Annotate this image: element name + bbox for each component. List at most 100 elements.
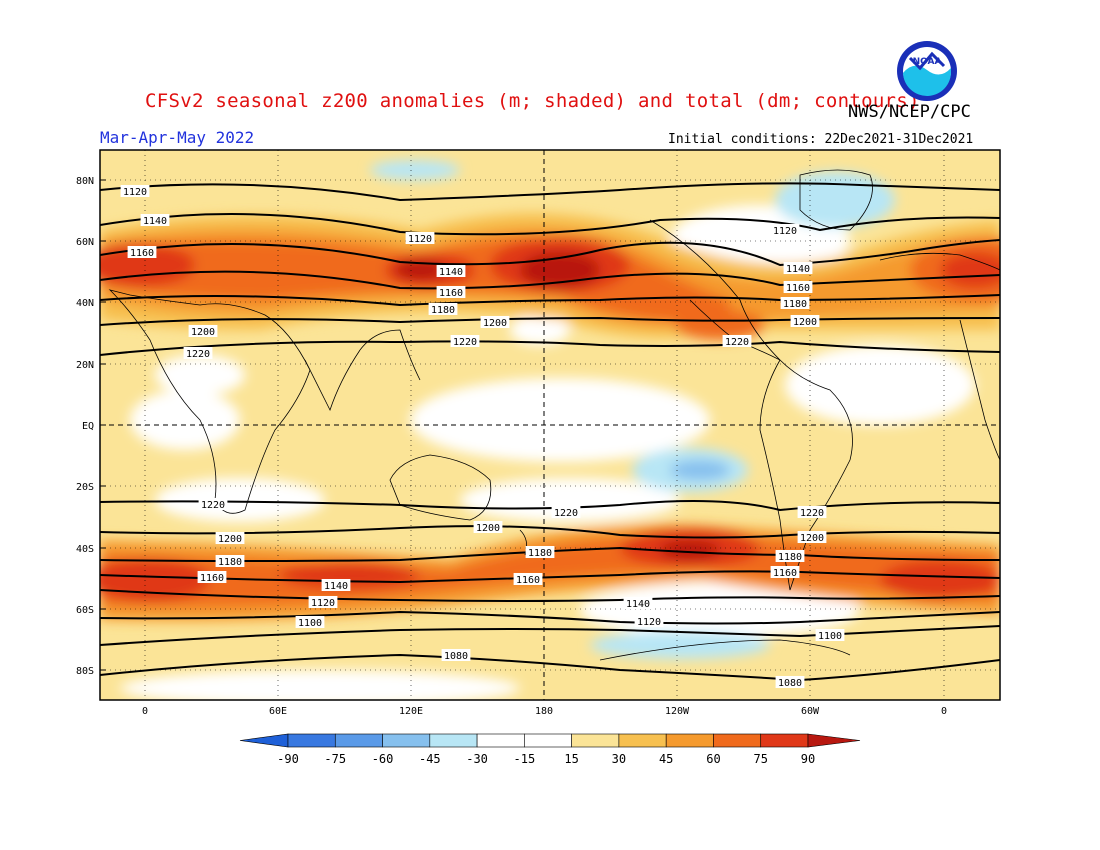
lat-label: 20N <box>76 360 94 371</box>
lat-label: 80S <box>76 666 94 677</box>
contour-label-bg <box>436 286 466 298</box>
contour-label-bg <box>436 265 466 277</box>
contour-label: 1080 <box>444 651 468 662</box>
contour-label: 1220 <box>725 337 749 348</box>
contour-label: 1180 <box>528 548 552 559</box>
contour-label: 1220 <box>201 500 225 511</box>
contour-label: 1160 <box>516 575 540 586</box>
contour-label-bg <box>473 521 503 533</box>
contour-label: 1120 <box>637 617 661 628</box>
contour-label-bg <box>480 316 510 328</box>
contour-label-bg <box>797 531 827 543</box>
contour-label-bg <box>441 649 471 661</box>
lon-label: 120W <box>665 706 690 717</box>
colorbar-cell <box>429 733 478 748</box>
contour-label: 1140 <box>324 581 348 592</box>
colorbar-tick-label: -90 <box>277 752 299 766</box>
grid-lines <box>100 150 1000 700</box>
colorbar-cell <box>713 733 762 748</box>
contour-label-bg <box>770 224 800 236</box>
contour-label-bg <box>127 246 157 258</box>
contour-label: 1180 <box>218 557 242 568</box>
colorbar-tick-label: 30 <box>612 752 626 766</box>
contour-label: 1140 <box>143 216 167 227</box>
contour-label-bg <box>183 347 213 359</box>
contour-label-bg <box>815 629 845 641</box>
lat-label: EQ <box>82 421 94 432</box>
colorbar-tick-label: 45 <box>659 752 673 766</box>
latitude-labels: 80N 60N 40N 20N EQ 20S 40S 60S 80S <box>76 176 106 677</box>
contour-label: 1120 <box>408 234 432 245</box>
contour-label: 1200 <box>793 317 817 328</box>
contour-label: 1140 <box>626 599 650 610</box>
lat-label: 60S <box>76 605 94 616</box>
colorbar-cell <box>760 733 809 748</box>
contour-label: 1200 <box>218 534 242 545</box>
colorbar-tick-label: -75 <box>324 752 346 766</box>
lon-label: 120E <box>399 706 423 717</box>
colorbar-tick-label: 60 <box>706 752 720 766</box>
contour-label-bg <box>722 335 752 347</box>
contour-label-bg <box>140 214 170 226</box>
contour-label: 1140 <box>439 267 463 278</box>
contour-label-bg <box>634 615 664 627</box>
colorbar-tick-label: -30 <box>466 752 488 766</box>
colorbar-cell <box>382 733 431 748</box>
contour-label-bg <box>308 596 338 608</box>
contour-label-bg <box>790 315 820 327</box>
contour-label-bg <box>775 676 805 688</box>
contour-label: 1100 <box>298 618 322 629</box>
contour-label: 1200 <box>483 318 507 329</box>
contour-label-bg <box>783 281 813 293</box>
colorbar-arrow-low <box>239 733 289 748</box>
colorbar-cell <box>524 733 572 748</box>
contour-label-bg <box>783 262 813 274</box>
lat-label: 20S <box>76 482 94 493</box>
contour-label: 1160 <box>439 288 463 299</box>
contour-label-bg <box>525 546 555 558</box>
contour-label-bg <box>450 335 480 347</box>
contour-label-bg <box>428 303 458 315</box>
lat-label: 40S <box>76 544 94 555</box>
contour-label: 1160 <box>200 573 224 584</box>
colorbar-tick-label: 75 <box>754 752 768 766</box>
lon-label: 60W <box>801 706 820 717</box>
agency-label: NWS/NCEP/CPC <box>848 102 971 122</box>
contour-label-bg <box>295 616 325 628</box>
contour-label-bg <box>120 185 150 197</box>
lon-label: 60E <box>269 706 287 717</box>
contour-label: 1180 <box>778 552 802 563</box>
contour-label-bg <box>198 498 228 510</box>
contour-label: 1160 <box>786 283 810 294</box>
lon-label: 0 <box>142 706 148 717</box>
colorbar-cell <box>571 733 620 748</box>
height-contours <box>100 182 1000 682</box>
contour-label-bg <box>770 566 800 578</box>
colorbar-cell <box>287 733 336 748</box>
contour-label: 1200 <box>191 327 215 338</box>
shaded-anomalies <box>100 150 1000 700</box>
contour-label: 1200 <box>476 523 500 534</box>
contour-label: 1220 <box>186 349 210 360</box>
contour-label-bg <box>197 571 227 583</box>
longitude-labels: 0 60E 120E 180 120W 60W 0 <box>142 706 947 717</box>
contour-label: 1220 <box>554 508 578 519</box>
contour-label: 1160 <box>773 568 797 579</box>
contour-label-bg <box>405 232 435 244</box>
colorbar-tick-label: -15 <box>514 752 536 766</box>
colorbar-tick-label: 90 <box>801 752 815 766</box>
logo-text: NOAA <box>913 57 942 67</box>
lon-label: 180 <box>535 706 553 717</box>
contour-label: 1100 <box>818 631 842 642</box>
contour-label-bg <box>188 325 218 337</box>
lat-label: 60N <box>76 237 94 248</box>
initial-conditions-label: Initial conditions: 22Dec2021-31Dec2021 <box>668 132 974 147</box>
lat-label: 80N <box>76 176 94 187</box>
noaa-logo-icon: NOAA <box>897 41 957 101</box>
contour-label: 1120 <box>773 226 797 237</box>
contour-label-bg <box>623 597 653 609</box>
lon-label: 0 <box>941 706 947 717</box>
contour-label: 1200 <box>800 533 824 544</box>
